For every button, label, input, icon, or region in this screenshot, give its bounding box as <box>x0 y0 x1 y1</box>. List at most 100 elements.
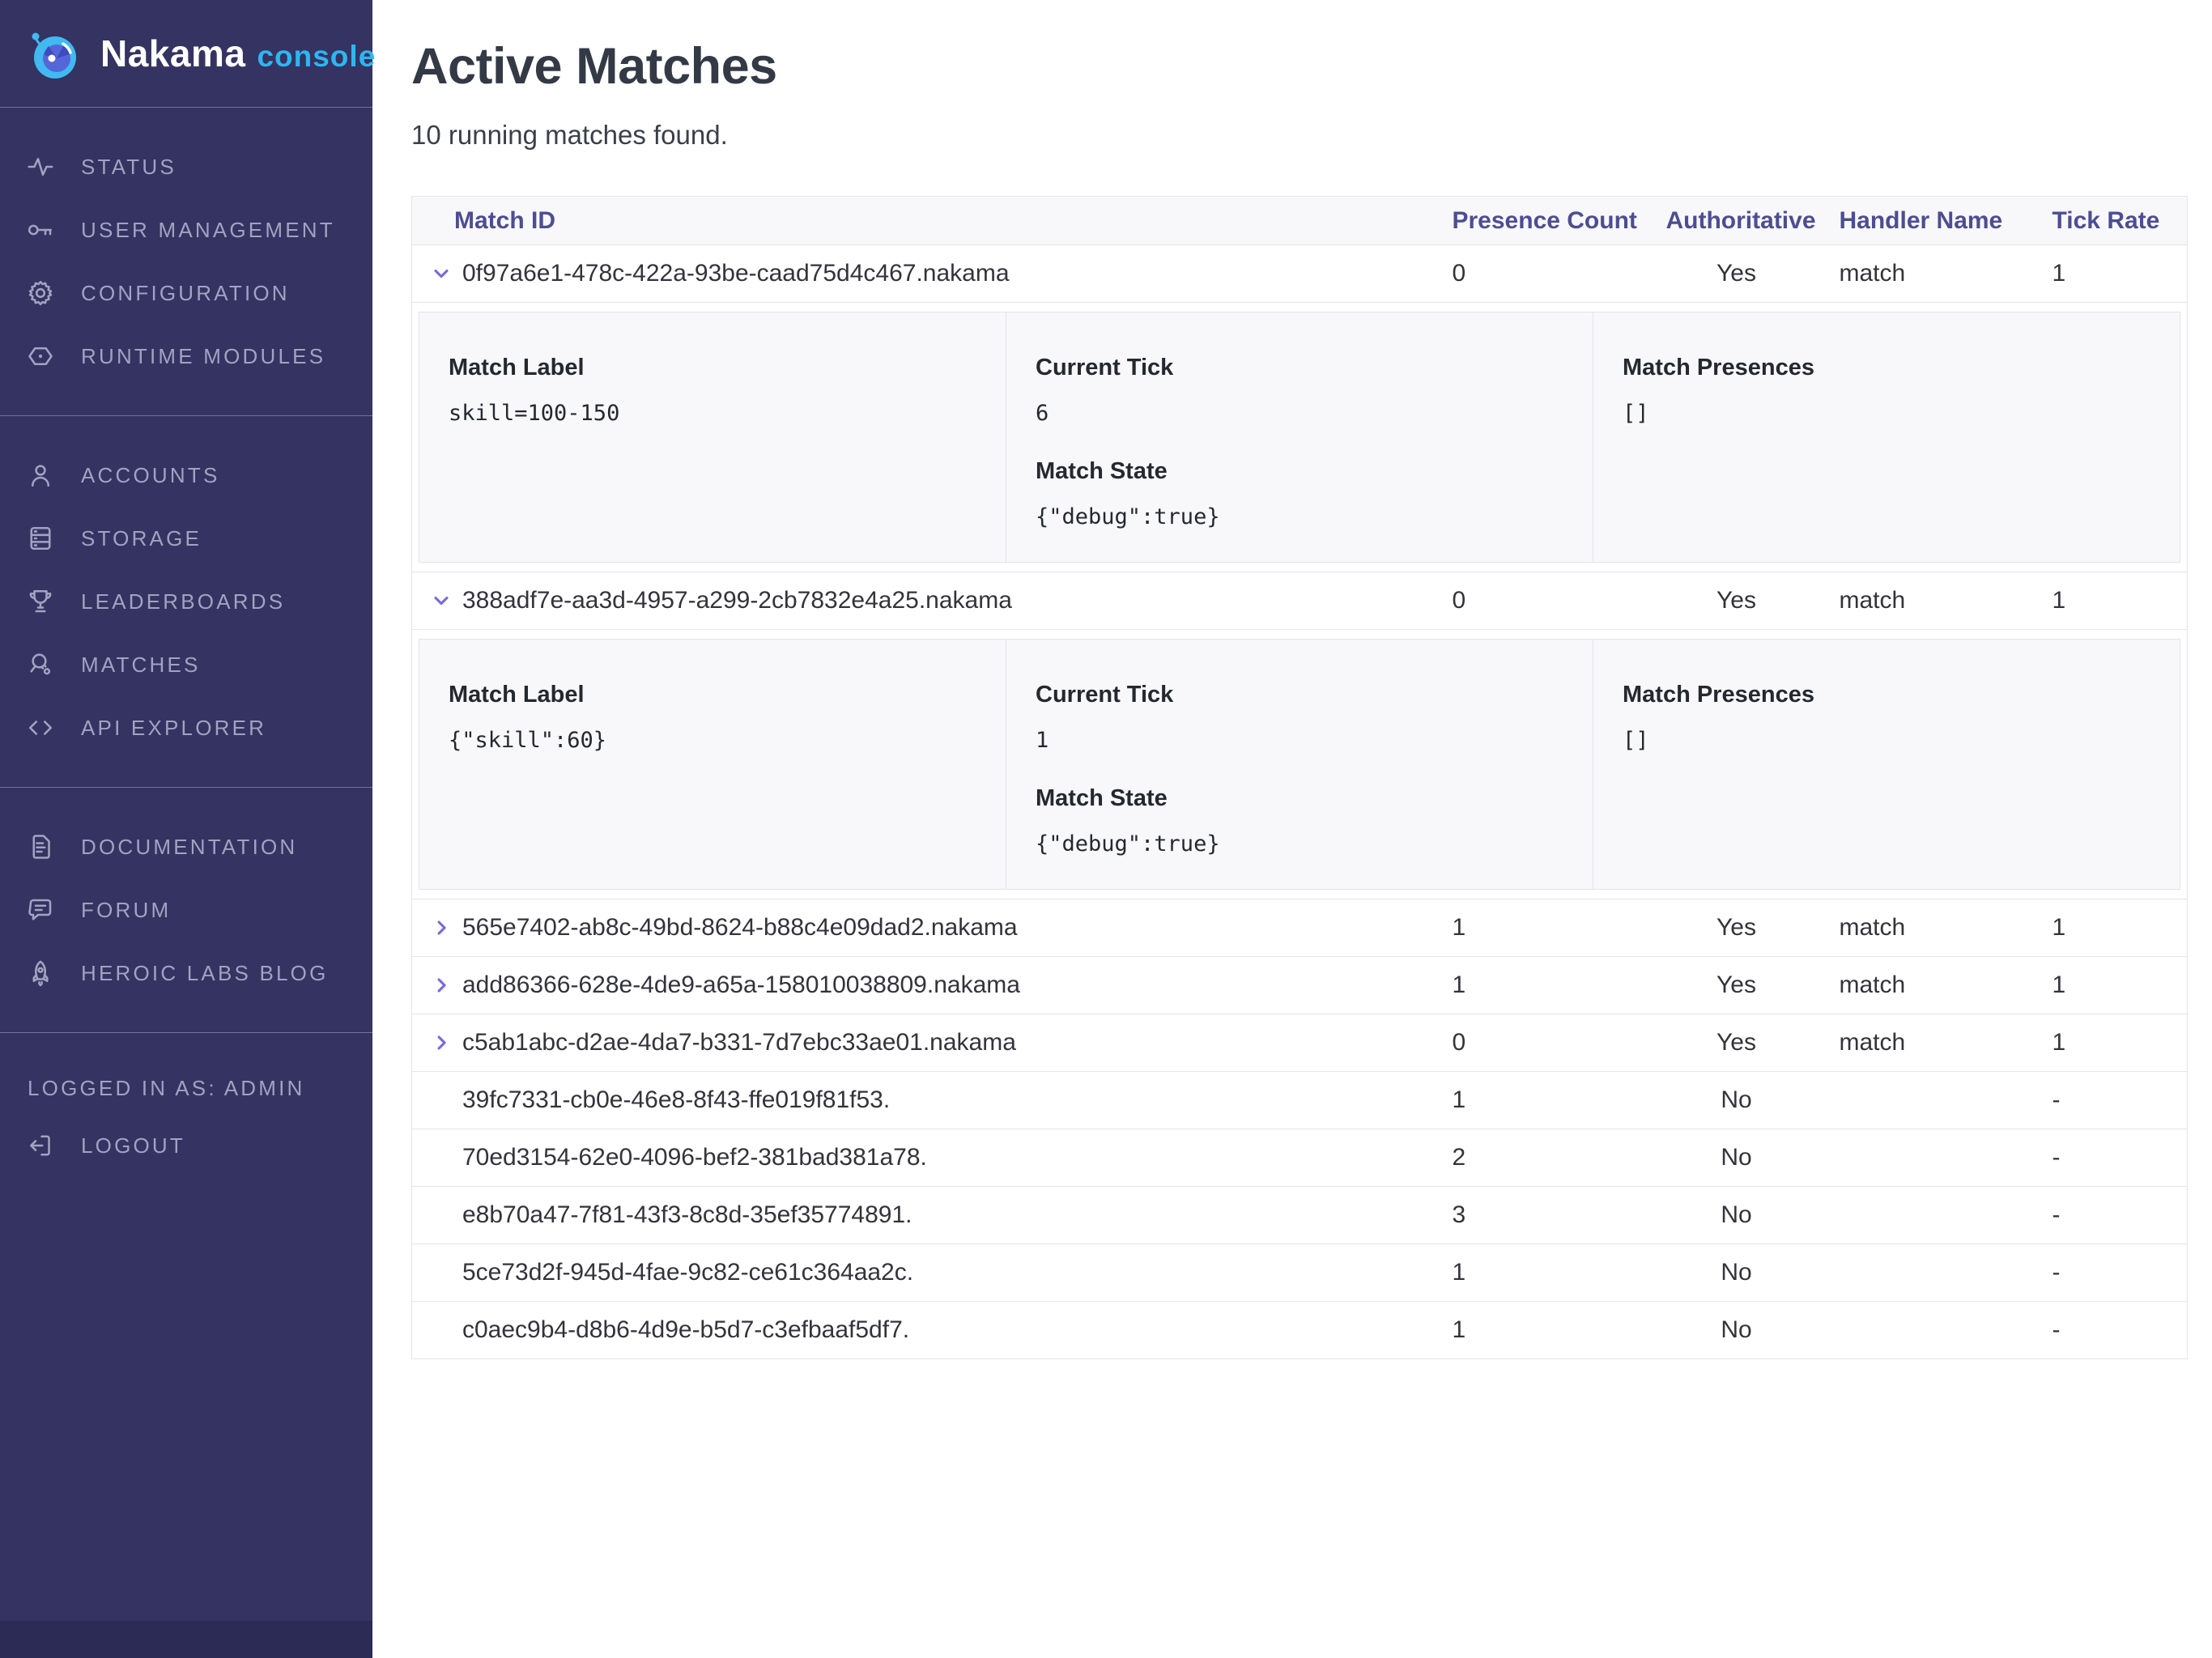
match-presences-column: Match Presences [] <box>1593 312 2180 562</box>
authoritative-cell: Yes <box>1649 899 1823 957</box>
authoritative-cell: Yes <box>1649 244 1823 303</box>
forum-icon <box>26 895 55 925</box>
chevron-down-icon[interactable] <box>423 256 459 291</box>
authoritative-cell: Yes <box>1649 572 1823 630</box>
handler-name-cell: match <box>1823 244 2036 303</box>
chevron-right-icon[interactable] <box>423 1025 459 1061</box>
brand-suffix: console <box>257 40 376 73</box>
authoritative-cell: No <box>1649 1129 1823 1187</box>
chevron-placeholder <box>423 1140 459 1175</box>
sidebar-item-configuration[interactable]: CONFIGURATION <box>0 261 372 325</box>
match-id-value: 565e7402-ab8c-49bd-8624-b88c4e09dad2.nak… <box>462 914 1018 941</box>
presence-count-cell: 2 <box>1436 1129 1650 1187</box>
authoritative-cell: No <box>1649 1186 1823 1244</box>
chevron-placeholder <box>423 1255 459 1290</box>
match-id-value: 0f97a6e1-478c-422a-93be-caad75d4c467.nak… <box>462 260 1010 287</box>
match-detail-row: Match Label {"skill":60} Current Tick 1 Matc… <box>411 629 2188 899</box>
logged-in-as-label: LOGGED IN AS: ADMIN <box>28 1075 305 1100</box>
sidebar-item-label: STORAGE <box>81 525 202 551</box>
current-tick-value: 6 <box>1036 401 1049 426</box>
match-presences-title: Match Presences <box>1623 355 1814 380</box>
match-state-value: {"debug":true} <box>1036 831 1220 857</box>
current-tick-value: 1 <box>1036 728 1049 753</box>
sidebar-item-matches[interactable]: MATCHES <box>0 633 372 696</box>
sidebar-item-storage[interactable]: STORAGE <box>0 507 372 570</box>
sidebar-item-heroic-labs-blog[interactable]: HEROIC LABS BLOG <box>0 942 372 1005</box>
sidebar-item-runtime-modules[interactable]: RUNTIME MODULES <box>0 325 372 388</box>
handler-name-cell <box>1823 1301 2036 1359</box>
column-header-handler-name: Handler Name <box>1823 196 2036 245</box>
nav-group-1: STATUS USER MANAGEMENT CONFIGURATION RUNTIM… <box>0 108 372 416</box>
module-hexagon-icon <box>26 342 55 371</box>
handler-name-cell <box>1823 1186 2036 1244</box>
match-label-column: Match Label skill=100-150 <box>419 312 1006 562</box>
chevron-right-icon[interactable] <box>423 967 459 1003</box>
authoritative-cell: No <box>1649 1301 1823 1359</box>
match-state-title: Match State <box>1036 458 1168 484</box>
match-id-value: 70ed3154-62e0-4096-bef2-381bad381a78. <box>462 1144 927 1171</box>
user-icon <box>26 461 55 490</box>
match-id-value: e8b70a47-7f81-43f3-8c8d-35ef35774891. <box>462 1201 912 1228</box>
match-id-cell: c5ab1abc-d2ae-4da7-b331-7d7ebc33ae01.nak… <box>411 1014 1436 1072</box>
presence-count-cell: 0 <box>1436 244 1650 303</box>
sidebar-item-accounts[interactable]: ACCOUNTS <box>0 444 372 507</box>
presence-count-cell: 3 <box>1436 1186 1650 1244</box>
chevron-down-icon[interactable] <box>423 583 459 619</box>
column-header-match-id: Match ID <box>411 196 1436 245</box>
chevron-placeholder <box>423 1082 459 1118</box>
match-presences-value: [] <box>1623 401 1649 426</box>
sidebar-item-user-management[interactable]: USER MANAGEMENT <box>0 198 372 261</box>
authoritative-cell: Yes <box>1649 956 1823 1014</box>
match-label-title: Match Label <box>449 682 585 708</box>
match-row: 39fc7331-cb0e-46e8-8f43-ffe019f81f53. 1 No… <box>411 1071 2188 1129</box>
authoritative-cell: No <box>1649 1244 1823 1302</box>
tick-rate-cell: - <box>2035 1301 2188 1359</box>
trophy-icon <box>26 587 55 616</box>
nav-group-2: ACCOUNTS STORAGE LEADERBOARDS MATCHES API EX… <box>0 416 372 788</box>
logout-label: LOGOUT <box>81 1133 185 1158</box>
match-row: 70ed3154-62e0-4096-bef2-381bad381a78. 2 No… <box>411 1129 2188 1187</box>
match-state-column: Current Tick 6 Match State {"debug":true} <box>1006 312 1593 562</box>
sidebar-item-status[interactable]: STATUS <box>0 135 372 198</box>
sidebar: Nakama console STATUS USER MANAGEMENT CONFI… <box>0 0 375 1658</box>
match-label-column: Match Label {"skill":60} <box>419 640 1006 889</box>
sidebar-item-documentation[interactable]: DOCUMENTATION <box>0 815 372 878</box>
presence-count-cell: 1 <box>1436 1301 1650 1359</box>
match-detail-panel: Match Label {"skill":60} Current Tick 1 Matc… <box>419 639 2180 890</box>
chevron-right-icon[interactable] <box>423 910 459 946</box>
handler-name-cell <box>1823 1071 2036 1129</box>
match-id-cell: 70ed3154-62e0-4096-bef2-381bad381a78. <box>411 1129 1436 1187</box>
brand-logo[interactable]: Nakama console <box>0 0 375 108</box>
sidebar-item-label: FORUM <box>81 897 172 922</box>
activity-icon <box>26 152 55 181</box>
tick-rate-cell: 1 <box>2035 244 2188 303</box>
sidebar-item-label: DOCUMENTATION <box>81 834 298 859</box>
match-row: e8b70a47-7f81-43f3-8c8d-35ef35774891. 3 No… <box>411 1186 2188 1244</box>
tick-rate-cell: 1 <box>2035 1014 2188 1072</box>
logout-button[interactable]: LOGOUT <box>0 1114 372 1177</box>
tick-rate-cell: 1 <box>2035 572 2188 630</box>
sidebar-item-label: STATUS <box>81 154 177 179</box>
match-row: add86366-628e-4de9-a65a-158010038809.nak… <box>411 956 2188 1014</box>
match-search-icon <box>26 650 55 679</box>
handler-name-cell: match <box>1823 899 2036 957</box>
match-id-value: c5ab1abc-d2ae-4da7-b331-7d7ebc33ae01.nak… <box>462 1029 1016 1056</box>
handler-name-cell: match <box>1823 572 2036 630</box>
sidebar-item-label: USER MANAGEMENT <box>81 217 335 242</box>
chevron-placeholder <box>423 1312 459 1348</box>
sidebar-item-label: LEADERBOARDS <box>81 589 286 614</box>
match-label-title: Match Label <box>449 355 585 380</box>
sidebar-footer: LOGGED IN AS: ADMIN LOGOUT <box>0 1033 372 1206</box>
match-presences-column: Match Presences [] <box>1593 640 2180 889</box>
match-id-cell: 565e7402-ab8c-49bd-8624-b88c4e09dad2.nak… <box>411 899 1436 957</box>
match-row: c5ab1abc-d2ae-4da7-b331-7d7ebc33ae01.nak… <box>411 1014 2188 1072</box>
nav-group-3: DOCUMENTATION FORUM HEROIC LABS BLOG <box>0 788 372 1033</box>
sidebar-item-forum[interactable]: FORUM <box>0 878 372 942</box>
table-header-row: Match ID Presence Count Authoritative Handl… <box>411 196 2188 245</box>
sidebar-item-leaderboards[interactable]: LEADERBOARDS <box>0 570 372 633</box>
sidebar-item-api-explorer[interactable]: API EXPLORER <box>0 696 372 759</box>
sidebar-nav: STATUS USER MANAGEMENT CONFIGURATION RUNTIM… <box>0 108 372 1033</box>
gear-icon <box>26 278 55 308</box>
presence-count-cell: 1 <box>1436 899 1650 957</box>
handler-name-cell: match <box>1823 956 2036 1014</box>
